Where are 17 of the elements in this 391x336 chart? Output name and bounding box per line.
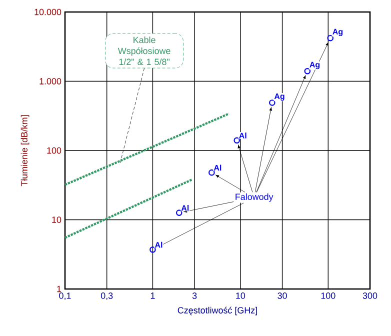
x-tick-label: 30	[278, 292, 287, 299]
y-axis-title: Tłumienie [dB/km]	[20, 115, 30, 186]
annotation: Falowody	[236, 193, 274, 202]
y-tick-label: 10.000	[34, 8, 62, 16]
y-tick-label: 100	[47, 147, 62, 154]
x-tick-label: 100	[321, 292, 336, 299]
x-tick-label: 3	[192, 292, 197, 299]
y-tick-label: 1.000	[40, 78, 62, 84]
annotation: Kable Współosiowe 1/2" & 1 5/8"	[118, 36, 170, 66]
x-tick-label: 300	[362, 292, 378, 299]
x-tick-label: 1	[150, 292, 155, 299]
x-tick-label: 0,3	[100, 292, 113, 300]
y-tick-label: 10	[52, 216, 62, 223]
y-tick-label: 1	[57, 286, 62, 292]
x-tick-label: 10	[236, 292, 246, 299]
x-tick-label: 0,1	[59, 292, 71, 300]
x-axis-title: Częstotliwość [GHz]	[178, 306, 257, 316]
